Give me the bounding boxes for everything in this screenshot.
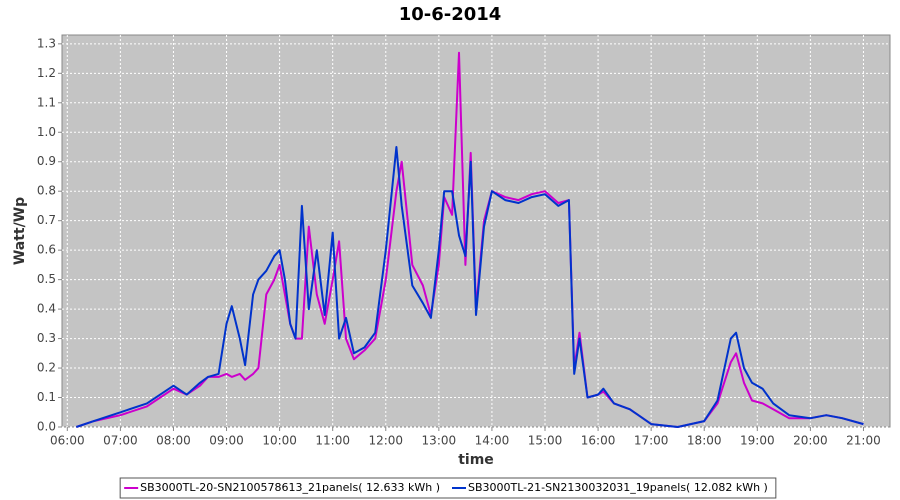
x-tick-label: 20:00 (793, 434, 828, 448)
legend-box (119, 477, 777, 499)
x-tick-label: 18:00 (687, 434, 722, 448)
x-tick-label: 09:00 (209, 434, 244, 448)
x-tick-label: 13:00 (422, 434, 457, 448)
y-tick-label: 0.1 (37, 390, 56, 404)
y-tick-label: 1.3 (37, 36, 56, 50)
x-tick-label: 11:00 (315, 434, 350, 448)
y-tick-label: 0.7 (37, 213, 56, 227)
y-tick-label: 1.1 (37, 95, 56, 109)
y-tick-label: 0.3 (37, 331, 56, 345)
x-tick-label: 21:00 (846, 434, 881, 448)
x-tick-label: 06:00 (50, 434, 85, 448)
y-tick-label: 1.0 (37, 125, 56, 139)
x-tick-label: 16:00 (581, 434, 616, 448)
x-tick-label: 08:00 (156, 434, 191, 448)
x-tick-label: 07:00 (103, 434, 138, 448)
x-tick-label: 17:00 (634, 434, 669, 448)
x-tick-label: 15:00 (528, 434, 563, 448)
y-tick-label: 0.4 (37, 302, 56, 316)
series-line (75, 146, 864, 428)
y-tick-label: 1.2 (37, 66, 56, 80)
x-tick-label: 19:00 (740, 434, 775, 448)
legend-label: SB3000TL-20-SN2100578613_21panels( 12.63… (140, 481, 440, 494)
y-tick-label: 0.9 (37, 154, 56, 168)
y-tick-label: 0.0 (37, 420, 56, 434)
chart-title: 10-6-2014 (399, 4, 502, 25)
y-tick-label: 0.5 (37, 272, 56, 286)
y-tick-label: 0.6 (37, 243, 56, 257)
x-tick-label: 10:00 (262, 434, 297, 448)
y-axis-label: Watt/Wp (12, 197, 28, 265)
legend: SB3000TL-20-SN2100578613_21panels( 12.63… (119, 477, 777, 499)
legend-label: SB3000TL-21-SN2130032031_19panels( 12.08… (468, 481, 768, 494)
x-tick-label: 12:00 (368, 434, 403, 448)
y-tick-label: 0.2 (37, 361, 56, 375)
y-tick-label: 0.8 (37, 184, 56, 198)
x-axis-label: time (458, 452, 494, 468)
x-tick-label: 14:00 (475, 434, 510, 448)
plot-area (61, 34, 891, 428)
